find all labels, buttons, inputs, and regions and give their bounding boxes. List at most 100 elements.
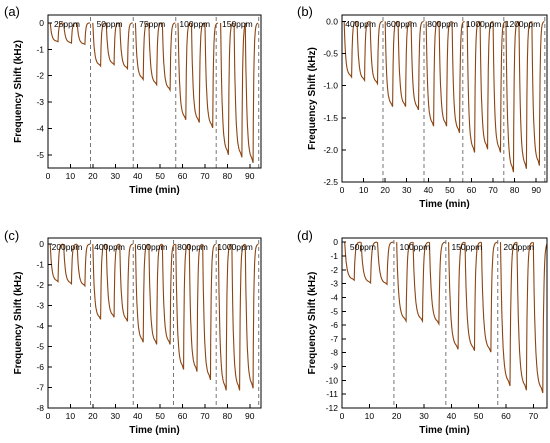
y-tick-label: -2.0 <box>323 145 338 155</box>
chart-panel-3: (c) 200ppm 400ppm 600ppm 800ppm 1000ppm 0 10 20 3… <box>4 228 262 436</box>
y-tick-label: 0 <box>39 18 44 28</box>
x-tick-label: 80 <box>223 411 233 421</box>
series-trace <box>531 21 545 166</box>
y-axis-label: Frequency Shift (kHz) <box>307 47 318 150</box>
series-trace <box>148 22 162 87</box>
series-trace <box>119 243 133 322</box>
series-trace <box>76 243 91 288</box>
series-trace <box>119 22 133 71</box>
y-axis-label: Frequency Shift (kHz) <box>13 40 24 143</box>
panel-label: (d) <box>297 228 313 243</box>
series-trace <box>220 22 234 155</box>
concentration-label: 200ppm <box>503 242 534 252</box>
x-tick-label: 50 <box>155 411 165 421</box>
x-tick-label: 20 <box>392 411 402 421</box>
concentration-label: 200ppm <box>52 242 83 252</box>
x-tick-label: 90 <box>245 411 255 421</box>
series-trace <box>244 22 259 163</box>
y-tick-label: -9 <box>330 362 338 372</box>
series-trace <box>410 20 424 111</box>
x-tick-label: 40 <box>424 185 434 195</box>
series-trace <box>343 20 357 79</box>
series-trace <box>148 243 162 345</box>
chart-panel-2: (b) 400ppm 600ppm 800ppm 1000ppm 1200ppm 0 10 20… <box>297 4 548 210</box>
y-tick-label: -7 <box>330 334 338 344</box>
y-tick-label: -8 <box>330 348 338 358</box>
x-tick-label: 0 <box>46 171 51 181</box>
plot-frame <box>47 14 262 169</box>
y-tick-label: -3 <box>36 97 44 107</box>
series-trace <box>161 22 176 93</box>
x-tick-label: 70 <box>488 185 498 195</box>
y-axis-label: Frequency Shift (kHz) <box>13 272 24 375</box>
series-trace <box>479 21 493 150</box>
y-tick-label: -12 <box>326 403 339 413</box>
series-trace <box>428 241 446 326</box>
series-trace <box>397 21 411 107</box>
x-tick-label: 30 <box>111 411 121 421</box>
concentration-label: 800ppm <box>427 19 458 29</box>
x-tick-label: 20 <box>88 171 98 181</box>
x-tick-label: 90 <box>531 185 541 195</box>
plot-frame <box>341 14 548 183</box>
series-trace <box>231 243 246 391</box>
x-tick-label: 0 <box>340 185 345 195</box>
y-tick-label: -4 <box>36 123 44 133</box>
x-tick-label: 10 <box>66 171 76 181</box>
panel-label: (b) <box>297 4 313 19</box>
y-tick-label: -6 <box>36 362 44 372</box>
x-tick-label: 30 <box>402 185 412 195</box>
concentration-label: 150ppm <box>222 19 253 29</box>
y-tick-label: -3 <box>36 301 44 311</box>
y-tick-label: -1 <box>330 251 338 261</box>
x-axis-label: Time (min) <box>419 425 469 436</box>
series-trace <box>356 20 370 83</box>
concentration-label: 50ppm <box>350 242 376 252</box>
x-tick-label: 30 <box>419 411 429 421</box>
series-trace <box>518 21 532 169</box>
series-trace <box>532 242 547 394</box>
y-tick-label: -2 <box>36 280 44 290</box>
y-tick-label: -2 <box>36 71 44 81</box>
series-trace <box>92 22 106 68</box>
series-trace <box>396 241 413 324</box>
series-trace <box>92 243 107 320</box>
y-tick-label: -3 <box>330 279 338 289</box>
x-tick-label: 60 <box>178 411 188 421</box>
x-tick-label: 90 <box>245 171 255 181</box>
series-trace <box>134 22 149 82</box>
series-trace <box>448 241 465 350</box>
series-trace <box>175 243 189 370</box>
y-tick-label: 0 <box>333 237 338 247</box>
series-trace <box>177 22 192 120</box>
concentration-label: 75ppm <box>139 19 165 29</box>
x-tick-label: 70 <box>529 411 539 421</box>
series-trace <box>480 241 498 353</box>
y-tick-label: -0.5 <box>323 49 338 59</box>
x-tick-label: 60 <box>178 171 188 181</box>
series-trace <box>105 22 120 66</box>
y-tick-label: -4 <box>330 292 338 302</box>
y-tick-label: -4 <box>36 321 44 331</box>
concentration-label: 100ppm <box>400 242 431 252</box>
series-trace <box>369 20 383 86</box>
series-trace <box>49 22 64 43</box>
y-tick-label: -7 <box>36 383 44 393</box>
series-trace <box>190 22 205 123</box>
x-axis-label: Time (min) <box>129 185 179 196</box>
series-trace <box>217 243 232 391</box>
x-tick-label: 20 <box>88 411 98 421</box>
series-trace <box>516 241 533 391</box>
x-tick-label: 50 <box>445 185 455 195</box>
y-tick-label: -2.5 <box>323 177 338 187</box>
series-trace <box>63 243 77 286</box>
x-tick-label: 10 <box>66 411 76 421</box>
series-trace <box>384 20 398 107</box>
series-trace <box>376 241 394 286</box>
series-trace <box>202 243 216 381</box>
concentration-label: 800ppm <box>177 242 208 252</box>
plot-frame <box>341 237 548 409</box>
x-tick-label: 10 <box>365 411 375 421</box>
y-tick-label: -5 <box>36 150 44 160</box>
x-tick-label: 40 <box>133 171 143 181</box>
